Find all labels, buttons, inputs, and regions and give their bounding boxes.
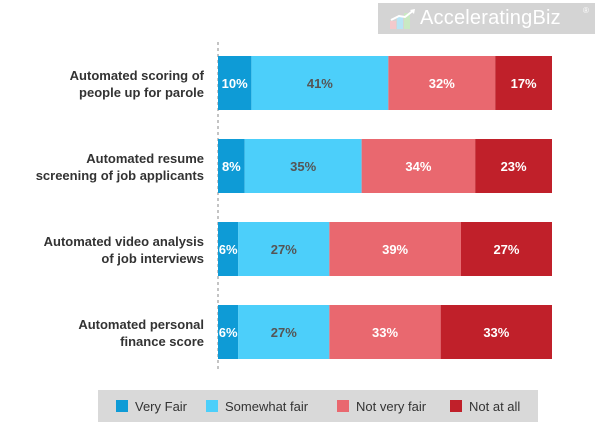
bar-segment bbox=[218, 305, 239, 359]
data-label: 6% bbox=[219, 242, 238, 257]
growth-chart-icon bbox=[390, 9, 415, 29]
data-label: 33% bbox=[483, 325, 509, 340]
legend-swatch bbox=[337, 400, 349, 412]
legend-label: Very Fair bbox=[135, 399, 188, 414]
registered-mark: ® bbox=[583, 6, 589, 15]
bar-segment bbox=[460, 222, 552, 276]
category-label: Automated personal finance score bbox=[78, 317, 204, 349]
data-label: 41% bbox=[307, 76, 333, 91]
bar-segment bbox=[361, 139, 476, 193]
brand-name: AcceleratingBiz bbox=[420, 7, 561, 29]
data-label: 17% bbox=[511, 76, 537, 91]
data-label: 27% bbox=[271, 242, 297, 257]
brand-logo: AcceleratingBiz ® bbox=[378, 3, 595, 34]
bar-segment bbox=[218, 56, 252, 110]
data-label: 27% bbox=[493, 242, 519, 257]
data-label: 8% bbox=[222, 159, 241, 174]
data-label: 6% bbox=[219, 325, 238, 340]
legend-label: Not at all bbox=[469, 399, 520, 414]
bar-segment bbox=[218, 222, 239, 276]
bar-segment bbox=[238, 222, 330, 276]
legend-swatch bbox=[116, 400, 128, 412]
category-label: Automated resume screening of job applica… bbox=[36, 151, 204, 183]
data-label: 10% bbox=[222, 76, 248, 91]
data-label: 34% bbox=[405, 159, 431, 174]
data-label: 35% bbox=[290, 159, 316, 174]
data-label: 32% bbox=[429, 76, 455, 91]
bar-segment bbox=[388, 56, 496, 110]
bar-segment bbox=[440, 305, 552, 359]
bar-segment bbox=[329, 305, 441, 359]
bar-segment bbox=[238, 305, 330, 359]
bar-segment bbox=[475, 139, 552, 193]
legend-swatch bbox=[450, 400, 462, 412]
bar-segment bbox=[495, 56, 552, 110]
legend-label: Not very fair bbox=[356, 399, 427, 414]
data-label: 39% bbox=[382, 242, 408, 257]
bar-segment bbox=[244, 139, 362, 193]
category-label: Automated scoring of people up for parole bbox=[70, 68, 205, 100]
data-label: 33% bbox=[372, 325, 398, 340]
category-label: Automated video analysis of job interview… bbox=[44, 234, 204, 266]
bar-segment bbox=[218, 139, 245, 193]
bar-segment bbox=[329, 222, 461, 276]
legend-swatch bbox=[206, 400, 218, 412]
data-label: 23% bbox=[501, 159, 527, 174]
legend-label: Somewhat fair bbox=[225, 399, 309, 414]
legend-background bbox=[98, 390, 538, 422]
bar-segment bbox=[251, 56, 389, 110]
data-label: 27% bbox=[271, 325, 297, 340]
